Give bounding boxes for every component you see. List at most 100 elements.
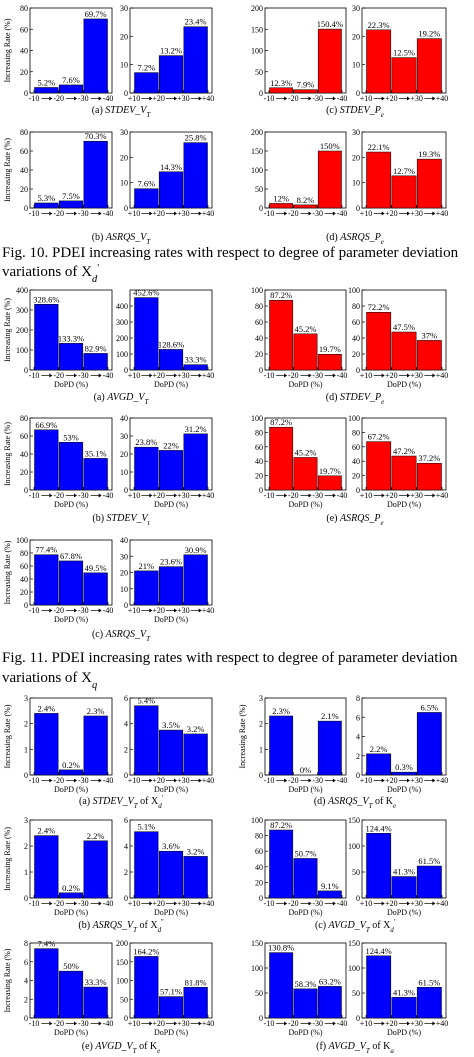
bar — [134, 570, 159, 606]
x-tick-label: +40 — [202, 94, 215, 103]
y-tick-label: 100 — [16, 346, 28, 355]
value-label: 3.2% — [187, 724, 205, 734]
value-label: 0% — [300, 765, 311, 775]
arrow-head — [98, 493, 102, 498]
x-tick-label: +40 — [202, 491, 215, 500]
y-tick-label: 80 — [20, 128, 28, 137]
y-tick-label: 20 — [352, 32, 360, 41]
y-tick-label: 100 — [348, 964, 360, 973]
y-tick-label: 50 — [255, 989, 263, 998]
bar — [317, 353, 342, 371]
x-tick-label: -30 — [312, 1019, 323, 1028]
x-tick-label: +10 — [128, 899, 141, 908]
y-tick-label: 60 — [255, 443, 263, 452]
value-label: 452.6% — [133, 288, 159, 298]
value-label: 21% — [139, 561, 155, 571]
caption-part: T — [366, 926, 371, 934]
y-tick-label: 100 — [251, 286, 263, 295]
x-tick-label: -30 — [78, 209, 89, 218]
x-tick-label: +10 — [128, 606, 141, 615]
value-label: 87.2% — [270, 290, 292, 300]
value-label: 63.2% — [319, 976, 341, 986]
value-label: 0.3% — [395, 762, 413, 772]
caption-part: (b) — [78, 920, 92, 931]
value-label: 2.2% — [370, 744, 388, 754]
subcaption: (b) ASRQS_VT of Xd'' — [78, 918, 163, 934]
x-tick-label: +40 — [202, 899, 215, 908]
caption-part: (f) — [316, 1041, 329, 1052]
value-label: 12.3% — [270, 78, 292, 88]
y-tick-label: 0 — [24, 89, 28, 98]
caption-part: (d) — [326, 392, 340, 403]
value-label: 77.4% — [35, 545, 57, 555]
y-tick-label: 200 — [251, 128, 263, 137]
y-tick-label: 0 — [124, 1014, 128, 1023]
value-label: 37.2% — [418, 453, 440, 463]
bar — [183, 433, 208, 491]
value-label: 2.3% — [272, 706, 290, 716]
subcaption: (c) STDEV_Pe — [326, 105, 384, 119]
value-label: 53% — [63, 432, 79, 442]
caption-part: ASRQS_V — [92, 920, 135, 931]
y-tick-label: 0 — [356, 204, 360, 213]
bar — [158, 55, 184, 94]
bar — [183, 26, 208, 94]
x-tick-label: +30 — [410, 776, 423, 785]
value-label: 67.8% — [60, 551, 82, 561]
bar — [34, 202, 59, 209]
value-label: 87.2% — [270, 820, 292, 830]
arrow-head — [432, 901, 436, 906]
subcaption: (c) ASRQS_VT — [92, 629, 151, 643]
y-tick-label: 10 — [120, 61, 128, 70]
arrow-head — [381, 901, 385, 906]
caption-part: a — [390, 1047, 394, 1055]
y-tick-label: 100 — [16, 536, 28, 545]
x-tick-label: +30 — [177, 371, 190, 380]
value-label: 2.2% — [87, 831, 105, 841]
y-tick-label: 100 — [348, 286, 360, 295]
x-tick-label: -10 — [29, 606, 40, 615]
caption-part: T — [133, 926, 138, 934]
bar — [34, 554, 59, 606]
bar — [58, 892, 84, 899]
x-tick-label: -20 — [53, 776, 64, 785]
y-tick-label: 0 — [259, 366, 263, 375]
x-tick-label: -40 — [337, 776, 348, 785]
bar — [34, 948, 59, 1019]
y-tick-label: 40 — [20, 450, 28, 459]
x-tick-label: +30 — [410, 899, 423, 908]
x-tick-label: +20 — [385, 899, 398, 908]
x-tick-label: -40 — [103, 209, 114, 218]
x-axis-label: DoPD (%) — [387, 380, 421, 389]
caption-part: (a) — [92, 105, 106, 116]
y-tick-label: 80 — [20, 414, 28, 423]
y-tick-label: 80 — [352, 428, 360, 437]
arrow-head — [308, 493, 312, 498]
x-tick-label: -10 — [264, 491, 275, 500]
y-tick-label: 200 — [116, 334, 128, 343]
value-label: 33.3% — [85, 977, 107, 987]
value-label: 69.7% — [85, 9, 107, 19]
y-tick-label: 4 — [24, 977, 28, 986]
x-tick-label: +40 — [436, 1019, 449, 1028]
x-tick-label: +20 — [385, 209, 398, 218]
y-tick-label: 0 — [259, 89, 263, 98]
y-tick-label: 40 — [120, 414, 128, 423]
bar — [183, 856, 208, 899]
y-axis-label: Increasing Rate (%) — [3, 704, 12, 768]
x-tick-label: -40 — [337, 209, 348, 218]
caption-part: T — [134, 802, 139, 810]
y-tick-label: 400 — [116, 302, 128, 311]
bar — [293, 333, 318, 371]
x-axis-label: DoPD (%) — [154, 615, 188, 624]
bar — [269, 299, 294, 371]
y-axis-label: Increasing Rate (%) — [3, 138, 12, 202]
value-label: 7.9% — [297, 80, 315, 90]
value-label: 7.5% — [62, 191, 80, 201]
y-tick-label: 1 — [24, 868, 28, 877]
caption-part: d — [92, 274, 98, 285]
arrow-head — [198, 1021, 202, 1026]
value-label: 2.4% — [37, 703, 55, 713]
bar — [391, 771, 417, 776]
x-axis-label: DoPD (%) — [54, 785, 88, 794]
